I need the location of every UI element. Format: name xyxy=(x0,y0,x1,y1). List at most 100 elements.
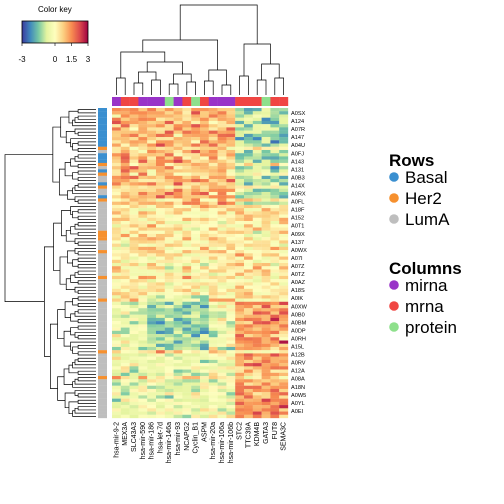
heatmap-cell xyxy=(279,411,289,415)
heatmap-cell xyxy=(261,379,271,383)
heatmap-cell xyxy=(191,366,201,370)
heatmap-cell xyxy=(191,185,201,189)
heatmap-cell xyxy=(244,153,253,157)
heatmap-cell xyxy=(279,153,289,157)
heatmap-cell xyxy=(261,359,271,364)
heatmap-cell xyxy=(191,179,201,183)
heatmap-cell xyxy=(270,369,280,373)
heatmap-cell xyxy=(244,146,253,151)
heatmap-cell xyxy=(226,156,236,160)
heatmap-cell xyxy=(156,182,165,186)
heatmap-cell xyxy=(164,298,174,302)
heatmap-cell xyxy=(244,337,253,341)
heatmap-cell xyxy=(270,282,280,286)
heatmap-cell xyxy=(279,250,289,254)
heatmap-cell xyxy=(217,140,227,144)
row-annotation-cell xyxy=(98,275,107,280)
heatmap-cell xyxy=(156,227,165,231)
dendrogram-branch xyxy=(77,406,96,411)
heatmap-cell xyxy=(244,120,253,125)
heatmap-cell xyxy=(191,130,201,134)
heatmap-cell xyxy=(138,330,148,335)
heatmap-cell xyxy=(252,301,262,306)
heatmap-cell xyxy=(200,259,209,264)
heatmap-cell xyxy=(173,149,183,154)
heatmap-cell xyxy=(147,140,157,144)
heatmap-cell xyxy=(173,214,183,218)
heatmap-cell xyxy=(147,172,157,176)
row-annotation-cell xyxy=(98,233,107,238)
row-annotation-cell xyxy=(98,343,107,348)
heatmap-cell xyxy=(129,259,139,264)
heatmap-cell xyxy=(138,191,148,196)
heatmap-cell xyxy=(138,392,148,396)
heatmap-cell xyxy=(191,314,201,319)
heatmap-cell xyxy=(147,359,157,364)
heatmap-cell xyxy=(182,321,192,325)
heatmap-cell xyxy=(191,327,201,331)
heatmap-cell xyxy=(138,379,148,383)
heatmap-cell xyxy=(235,250,245,254)
row-annotation-cell xyxy=(98,124,107,128)
heatmap-cell xyxy=(270,272,280,277)
heatmap-cell xyxy=(129,111,139,115)
heatmap-cell xyxy=(138,208,148,212)
row-label: A07I xyxy=(291,256,303,262)
heatmap-cell xyxy=(138,401,148,406)
heatmap-cell xyxy=(129,204,139,209)
column-annotation-cell xyxy=(182,97,192,106)
heatmap-cell xyxy=(147,382,157,386)
heatmap-cell xyxy=(164,211,174,215)
heatmap-cell xyxy=(244,317,253,322)
heatmap-cell xyxy=(173,346,183,351)
heatmap-cell xyxy=(156,156,165,160)
heatmap-cell xyxy=(244,201,253,206)
dendrogram-branch xyxy=(142,39,218,70)
heatmap-cell xyxy=(279,379,289,383)
heatmap-cell xyxy=(226,282,236,286)
heatmap-cell xyxy=(120,217,130,222)
heatmap-cell xyxy=(226,288,236,293)
row-label: A18F xyxy=(291,208,305,214)
heatmap-cell xyxy=(129,295,139,299)
heatmap-cell xyxy=(252,292,262,296)
heatmap-cell xyxy=(191,275,201,280)
heatmap-cell xyxy=(120,359,130,364)
heatmap-cell xyxy=(120,376,130,380)
heatmap-cell xyxy=(217,124,227,128)
heatmap-cell xyxy=(147,298,157,302)
heatmap-cell xyxy=(270,233,280,238)
heatmap-cell xyxy=(261,411,271,415)
heatmap-cell xyxy=(270,221,280,225)
row-annotation-cell xyxy=(98,198,107,202)
heatmap-cell xyxy=(156,230,165,235)
heatmap-cell xyxy=(252,353,262,357)
heatmap-cell xyxy=(156,179,165,183)
heatmap-cell xyxy=(261,198,271,202)
heatmap-cell xyxy=(200,246,209,251)
heatmap-cell xyxy=(182,127,192,131)
heatmap-cell xyxy=(173,185,183,189)
heatmap-cell xyxy=(261,385,271,390)
heatmap-cell xyxy=(120,321,130,325)
heatmap-cell xyxy=(244,304,253,309)
heatmap-cell xyxy=(182,369,192,373)
heatmap-cell xyxy=(138,117,148,122)
heatmap-cell xyxy=(200,304,209,309)
heatmap-cell xyxy=(129,246,139,251)
row-label: A0EI xyxy=(291,409,304,415)
heatmap-cell xyxy=(226,266,236,270)
heatmap-cell xyxy=(270,169,280,173)
heatmap-cell xyxy=(279,214,289,218)
heatmap-cell xyxy=(200,343,209,348)
heatmap-cell xyxy=(156,411,165,415)
heatmap-cell xyxy=(279,233,289,238)
dendrogram-branch xyxy=(173,73,192,84)
heatmap-cell xyxy=(235,330,245,335)
row-label: A0IK xyxy=(291,296,303,302)
heatmap-cell xyxy=(120,346,130,351)
heatmap-cell xyxy=(279,334,289,338)
heatmap-cell xyxy=(252,224,262,228)
heatmap-cell xyxy=(208,237,218,241)
heatmap-cell xyxy=(182,146,192,151)
